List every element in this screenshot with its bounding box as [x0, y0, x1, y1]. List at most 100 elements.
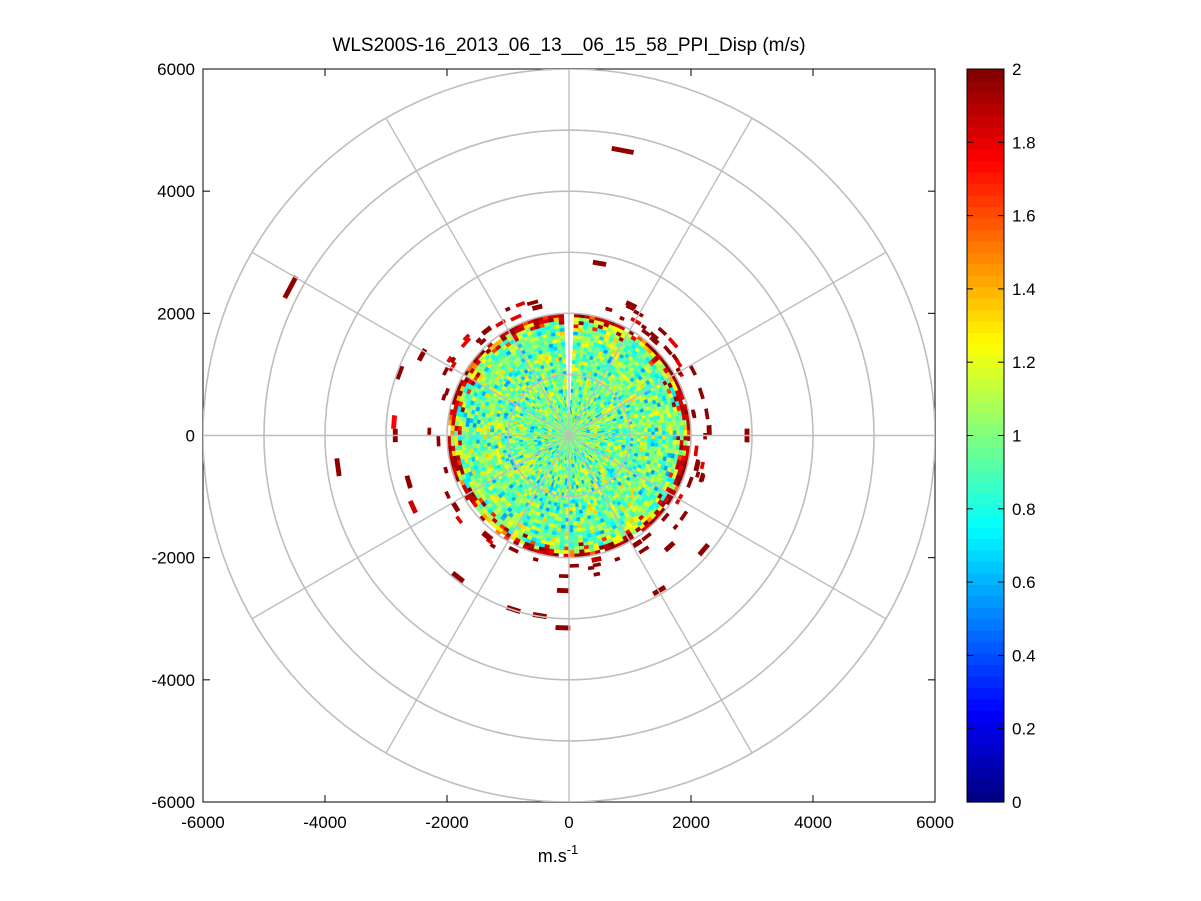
data-cell: [556, 527, 562, 533]
colorbar-band: [967, 458, 1004, 471]
data-cell: [633, 438, 638, 442]
data-cell: [636, 425, 641, 430]
data-cell: [576, 342, 582, 347]
data-cell: [564, 381, 568, 386]
data-cell: [661, 439, 667, 445]
data-cell: [572, 352, 577, 357]
colorbar-band: [967, 744, 1004, 757]
data-cell: [471, 426, 477, 432]
data-cell: [679, 440, 684, 446]
data-cell: [672, 439, 677, 446]
colorbar-band: [967, 504, 1004, 517]
data-cell: [640, 428, 645, 433]
colorbar-band: [967, 527, 1004, 540]
data-cell: [654, 423, 659, 429]
data-cell: [450, 424, 455, 431]
data-cell: [568, 550, 575, 555]
data-cell: [571, 506, 576, 512]
data-cell: [563, 542, 570, 548]
colorbar-band: [967, 790, 1004, 803]
data-cell: [461, 425, 466, 432]
data-cell: [457, 430, 462, 436]
data-cell: [558, 546, 565, 551]
colorbar-band: [967, 595, 1004, 608]
data-cell: [454, 440, 459, 446]
data-cell: [565, 395, 568, 400]
data-cell: [672, 425, 677, 432]
data-cell: [558, 320, 565, 325]
colorbar-band: [967, 630, 1004, 643]
data-cell: [479, 427, 484, 432]
data-cell: [573, 331, 579, 336]
data-cell: [618, 430, 623, 434]
data-cell: [576, 345, 581, 351]
data-cell: [497, 441, 502, 446]
data-cell: [479, 442, 484, 448]
data-cell: [482, 438, 487, 444]
data-cell: [457, 425, 462, 432]
data-cell: [572, 521, 578, 526]
colorbar-band: [967, 561, 1004, 574]
data-cell: [557, 345, 562, 351]
data-cell: [573, 320, 580, 325]
data-cell: [573, 546, 580, 551]
data-cell: [573, 324, 579, 329]
data-cell: [559, 367, 564, 372]
data-cell: [668, 439, 674, 445]
data-cell: [500, 438, 505, 442]
data-cell: [568, 542, 575, 548]
data-cell: [643, 424, 648, 430]
y-tick-label: -2000: [152, 549, 195, 568]
data-cell: [576, 520, 581, 526]
data-cell: [457, 435, 462, 441]
data-cell: [562, 363, 567, 368]
data-cell: [561, 349, 566, 354]
data-cell: [565, 399, 568, 404]
x-tick-label: -2000: [425, 813, 468, 832]
data-cell: [555, 531, 561, 536]
data-cell: [468, 443, 474, 449]
data-cell: [450, 440, 455, 447]
data-cell: [560, 345, 566, 350]
data-cell: [559, 324, 565, 329]
data-cell: [577, 531, 583, 536]
edge-speckle: [558, 574, 570, 579]
data-cell: [563, 546, 570, 551]
data-cell: [573, 316, 580, 322]
edge-speckle: [703, 432, 707, 440]
data-cell: [486, 442, 491, 447]
data-cell: [676, 430, 681, 436]
data-cell: [559, 542, 565, 547]
edge-speckle: [569, 563, 580, 568]
data-cell: [575, 513, 580, 519]
data-cell: [572, 345, 578, 350]
data-cell: [658, 439, 663, 444]
data-cell: [573, 539, 579, 544]
data-cell: [559, 331, 565, 336]
data-cell: [571, 503, 576, 508]
data-cell: [571, 499, 576, 504]
x-tick-label: 0: [564, 813, 573, 832]
data-cell: [573, 334, 578, 340]
data-cell: [676, 439, 681, 446]
data-cell: [647, 424, 652, 429]
data-cell: [576, 524, 582, 529]
edge-speckle: [427, 427, 432, 436]
data-cell: [570, 481, 574, 486]
x-tick-label: -4000: [303, 813, 346, 832]
data-cell: [562, 367, 567, 372]
colorbar: 00.20.40.60.811.21.41.61.82: [966, 60, 1036, 812]
data-cell: [683, 424, 688, 431]
colorbar-band: [967, 687, 1004, 700]
data-cell: [562, 503, 567, 508]
data-cell: [658, 427, 663, 432]
data-cell: [558, 360, 563, 365]
data-cell: [572, 338, 578, 343]
data-cell: [500, 440, 506, 445]
data-cell: [562, 359, 567, 365]
data-cell: [559, 539, 565, 544]
data-cell: [572, 341, 578, 347]
data-cell: [683, 440, 688, 447]
data-cell: [468, 426, 473, 432]
